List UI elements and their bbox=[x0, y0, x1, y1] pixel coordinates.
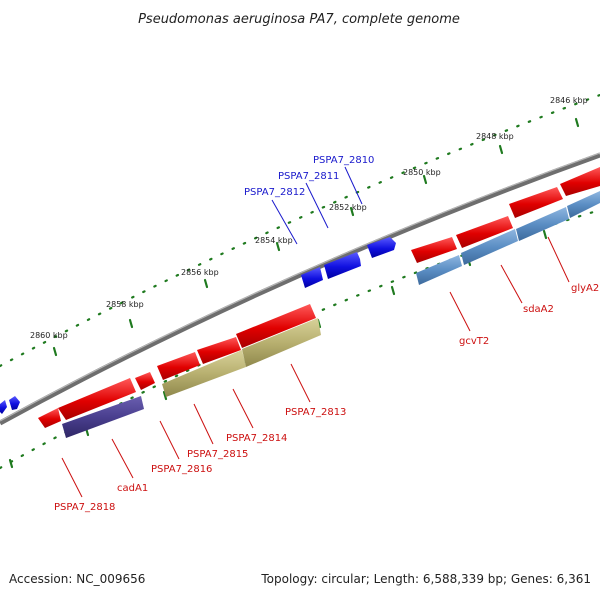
accession-text: Accession: NC_009656 bbox=[9, 572, 146, 586]
gene-arrow-pspa7-2812[interactable] bbox=[301, 267, 323, 288]
major-tick bbox=[52, 346, 58, 357]
gene-arrow-pspa7-2818[interactable] bbox=[38, 408, 61, 428]
gene-label-gcvt2[interactable]: gcvT2 bbox=[459, 336, 489, 347]
leader-line bbox=[61, 457, 83, 498]
outer-tick-track bbox=[0, 93, 600, 368]
feature-bar-cada1 bbox=[62, 396, 144, 438]
major-tick bbox=[574, 117, 580, 128]
gene-label-pspa7-2816[interactable]: PSPA7_2816 bbox=[151, 464, 212, 475]
scale-label: 2860 kbp bbox=[30, 331, 68, 340]
feature-bar bbox=[567, 191, 600, 218]
major-tick bbox=[128, 318, 134, 329]
gene-arrow[interactable] bbox=[9, 396, 20, 410]
gene-label-pspa7-2814[interactable]: PSPA7_2814 bbox=[226, 433, 287, 444]
scale-label: 2854 kbp bbox=[255, 236, 293, 245]
forward-strand-genes bbox=[0, 237, 396, 414]
major-tick bbox=[390, 285, 396, 296]
scale-label: 2848 kbp bbox=[476, 132, 514, 141]
gene-label-pspa7-2811[interactable]: PSPA7_2811 bbox=[278, 171, 339, 182]
gene-arrow-pspa7-2816[interactable] bbox=[135, 372, 155, 390]
leader-line bbox=[232, 388, 254, 429]
gene-arrow-glya2[interactable] bbox=[509, 187, 563, 218]
leader-line bbox=[305, 182, 329, 229]
gene-arrow-gcvt2[interactable] bbox=[411, 237, 457, 263]
scale-label: 2856 kbp bbox=[181, 268, 219, 277]
major-tick bbox=[498, 144, 504, 155]
bottom-leader-lines bbox=[61, 236, 570, 498]
gene-label-pspa7-2815[interactable]: PSPA7_2815 bbox=[187, 449, 248, 460]
feature-bar-sdaa2 bbox=[461, 229, 518, 265]
genome-backbone bbox=[0, 152, 600, 426]
leader-line bbox=[271, 199, 298, 245]
leader-line bbox=[159, 420, 180, 460]
gene-arrow[interactable] bbox=[560, 167, 600, 196]
gene-label-pspa7-2818[interactable]: PSPA7_2818 bbox=[54, 502, 115, 513]
gene-label-pspa7-2812[interactable]: PSPA7_2812 bbox=[244, 187, 305, 198]
leader-line bbox=[193, 403, 214, 445]
gene-arrow-pspa7-2810[interactable] bbox=[367, 237, 396, 258]
scale-label: 2858 kbp bbox=[106, 300, 144, 309]
major-tick bbox=[542, 229, 548, 240]
top-leader-lines bbox=[271, 166, 363, 245]
gene-arrow[interactable] bbox=[0, 400, 7, 414]
major-tick bbox=[349, 206, 355, 217]
gene-arrow-cada1[interactable] bbox=[58, 378, 136, 420]
gene-label-pspa7-2810[interactable]: PSPA7_2810 bbox=[313, 155, 374, 166]
top-gene-labels: PSPA7_2810 PSPA7_2811 PSPA7_2812 bbox=[244, 155, 374, 198]
leader-line bbox=[111, 438, 134, 479]
map-title: Pseudomonas aeruginosa PA7, complete gen… bbox=[138, 12, 460, 27]
major-tick bbox=[203, 278, 209, 289]
feature-bar bbox=[516, 207, 569, 241]
leader-line bbox=[500, 264, 523, 304]
genome-backbone-highlight bbox=[0, 152, 600, 422]
major-tick bbox=[275, 241, 281, 252]
gene-arrow-pspa7-2811[interactable] bbox=[324, 252, 361, 279]
major-tick bbox=[8, 458, 14, 469]
gene-label-sdaa2[interactable]: sdaA2 bbox=[523, 304, 554, 315]
scale-label: 2850 kbp bbox=[403, 168, 441, 177]
major-tick bbox=[422, 174, 428, 185]
topology-text: Topology: circular; Length: 6,588,339 bp… bbox=[261, 572, 591, 586]
scale-label: 2852 kbp bbox=[329, 203, 367, 212]
leader-line bbox=[344, 166, 363, 205]
feature-bar-pspa7-2815-2814 bbox=[162, 350, 246, 397]
scale-label: 2846 kbp bbox=[550, 96, 588, 105]
gene-label-glya2[interactable]: glyA2 bbox=[571, 283, 599, 294]
feature-bar-pspa7-2813 bbox=[242, 318, 321, 367]
gene-arrow-pspa7-2814[interactable] bbox=[197, 337, 241, 364]
feature-bar-gcvt2 bbox=[416, 255, 462, 285]
reverse-strand-genes bbox=[38, 167, 600, 428]
leader-line bbox=[547, 236, 570, 283]
gene-label-cada1[interactable]: cadA1 bbox=[117, 483, 148, 494]
leader-line bbox=[290, 363, 311, 403]
major-tick bbox=[162, 390, 168, 401]
gene-label-pspa7-2813[interactable]: PSPA7_2813 bbox=[285, 407, 346, 418]
gene-arrow-sdaa2[interactable] bbox=[456, 216, 513, 248]
feature-bars bbox=[62, 191, 600, 438]
gene-arrow-pspa7-2813[interactable] bbox=[236, 304, 316, 348]
gene-arrow-pspa7-2815[interactable] bbox=[157, 352, 200, 380]
leader-line bbox=[449, 291, 471, 332]
bottom-gene-labels: glyA2 sdaA2 gcvT2 PSPA7_2813 PSPA7_2814 … bbox=[54, 283, 599, 513]
outer-minor-ticks bbox=[0, 93, 600, 368]
